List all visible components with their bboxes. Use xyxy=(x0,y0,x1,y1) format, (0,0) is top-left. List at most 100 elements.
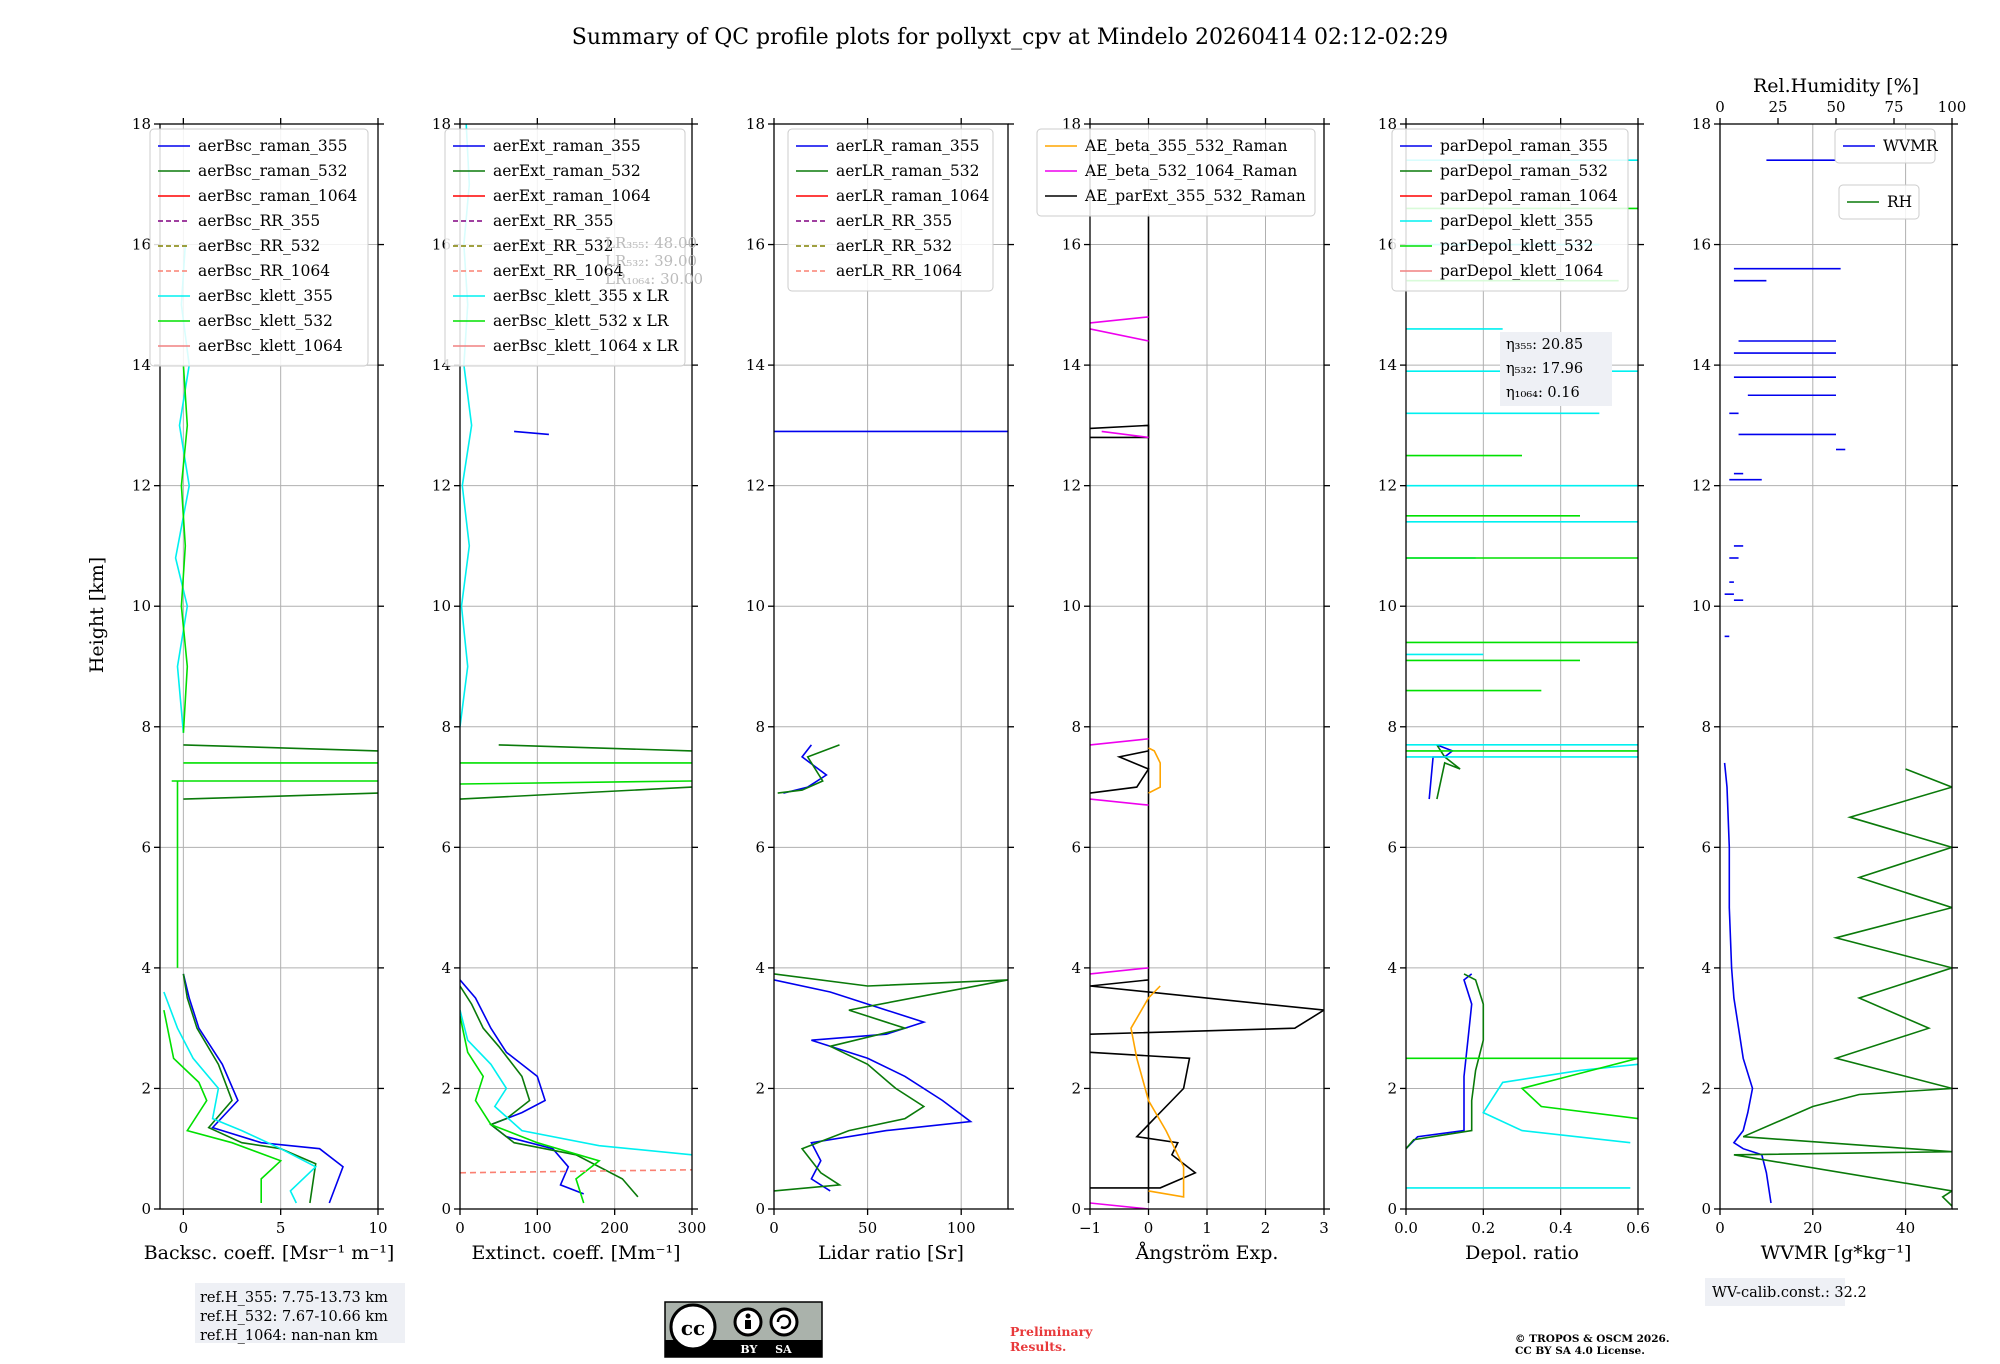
y-tick-label: 18 xyxy=(746,115,765,133)
y-tick-label: 10 xyxy=(1062,597,1081,615)
legend-label: aerExt_raman_355 xyxy=(493,137,641,155)
y-tick-label: 4 xyxy=(1071,959,1081,977)
x-tick-label: 40 xyxy=(1896,1219,1915,1237)
legend-label: parDepol_klett_532 xyxy=(1440,237,1593,255)
top-x-tick-label: 50 xyxy=(1826,98,1845,116)
legend-wv: WVMR RH xyxy=(1834,128,1939,220)
top-x-tick-label: 25 xyxy=(1768,98,1787,116)
y-tick-label: 16 xyxy=(132,236,151,254)
x-tick-label: −1 xyxy=(1079,1219,1101,1237)
legend-label: aerBsc_klett_1064 xyxy=(198,337,343,355)
y-tick-label: 18 xyxy=(1378,115,1397,133)
y-tick-label: 18 xyxy=(1692,115,1711,133)
x-tick-label: 0 xyxy=(1715,1219,1725,1237)
y-axis-label: Height [km] xyxy=(86,557,108,673)
y-tick-label: 4 xyxy=(1701,959,1711,977)
legend-ae: AE_beta_355_532_Raman AE_beta_532_1064_Ra… xyxy=(1036,128,1316,217)
series-AE_beta_532_1064_b xyxy=(1090,967,1149,975)
top-x-axis-label: Rel.Humidity [%] xyxy=(1753,75,1919,97)
series-group xyxy=(1723,159,1952,1207)
y-tick-label: 10 xyxy=(746,597,765,615)
y-tick-label: 14 xyxy=(1062,356,1081,374)
lr-label: LR₁₀₆₄: 30.00 xyxy=(605,270,703,288)
y-tick-label: 8 xyxy=(1071,718,1081,736)
legend-label: aerBsc_klett_355 xyxy=(198,287,333,305)
figure-title: Summary of QC profile plots for pollyxt_… xyxy=(572,25,1448,50)
legend-label: aerBsc_RR_532 xyxy=(198,237,320,255)
y-tick-label: 6 xyxy=(141,838,151,856)
series-aerBsc_raman_532_c xyxy=(183,744,378,752)
top-x-tick-label: 75 xyxy=(1884,98,1903,116)
legend-label: aerExt_raman_532 xyxy=(493,162,641,180)
series-AE_beta_532_1064_c xyxy=(1090,798,1149,806)
cc-icon xyxy=(669,1303,717,1351)
series-aerExt_raman_355_up xyxy=(514,430,549,436)
y-tick-label: 10 xyxy=(1378,597,1397,615)
y-tick-label: 8 xyxy=(141,718,151,736)
y-tick-label: 0 xyxy=(1387,1200,1397,1218)
legend-label: aerBsc_raman_532 xyxy=(198,162,348,180)
cc-license-logo: cc BY SA xyxy=(664,1301,823,1358)
legend-label: aerBsc_RR_1064 xyxy=(198,262,330,280)
axes-frame xyxy=(159,123,379,1210)
y-tick-label: 16 xyxy=(1062,236,1081,254)
series-group xyxy=(774,430,1008,1192)
x-tick-label: 100 xyxy=(523,1219,552,1237)
series-AE_beta_355_532_mid xyxy=(1148,747,1161,794)
series-aerExt_raman_532_b xyxy=(460,786,692,800)
legend-label: aerExt_RR_355 xyxy=(493,212,614,230)
series-aerExt_RR_1064 xyxy=(460,1169,692,1174)
legend-box xyxy=(1391,128,1629,292)
y-tick-label: 12 xyxy=(1692,477,1711,495)
legend-label: aerExt_RR_1064 xyxy=(493,262,624,280)
series-AE_beta_532_1064_d xyxy=(1090,738,1149,746)
x-tick-label: 0.4 xyxy=(1549,1219,1573,1237)
x-tick-label: 0 xyxy=(769,1219,779,1237)
series-parDepol_klett_532 xyxy=(1520,1057,1638,1120)
series-AE_beta_532_1064_e xyxy=(1101,430,1149,439)
legend-label: aerBsc_raman_1064 xyxy=(198,187,358,205)
eta-label: η₃₅₅: 20.85 xyxy=(1506,337,1583,353)
wv-calib-const: WV-calib.const.: 32.2 xyxy=(1712,1285,1867,1301)
y-tick-label: 6 xyxy=(1701,838,1711,856)
legend-label: parDepol_klett_1064 xyxy=(1440,262,1603,280)
series-parDepol_klett_355 xyxy=(1482,1063,1638,1144)
y-tick-label: 8 xyxy=(441,718,451,736)
y-tick-label: 10 xyxy=(1692,597,1711,615)
series-AE_parExt_13km xyxy=(1090,424,1150,439)
legend-box xyxy=(149,128,369,367)
legend-label: parDepol_klett_355 xyxy=(1440,212,1593,230)
series-AE_beta_532_1064_g xyxy=(1090,316,1149,324)
copyright-line2: CC BY SA 4.0 License. xyxy=(1515,1345,1645,1357)
y-tick-label: 6 xyxy=(1387,838,1397,856)
x-tick-label: 200 xyxy=(600,1219,629,1237)
lr-label: LR₃₅₅: 48.00 xyxy=(605,234,697,252)
series-parDepol_raman_532 xyxy=(1406,973,1485,1150)
y-tick-label: 14 xyxy=(1692,356,1711,374)
x-tick-label: 1 xyxy=(1202,1219,1212,1237)
series-aerLR_raman_532_mid xyxy=(777,744,840,794)
y-tick-label: 16 xyxy=(1692,236,1711,254)
legend-label: AE_beta_532_1064_Raman xyxy=(1084,162,1297,180)
series-AE_beta_532_1064_f xyxy=(1090,328,1149,342)
legend-box xyxy=(444,128,686,367)
x-tick-label: 50 xyxy=(858,1219,877,1237)
series-parDepol_raman_355 xyxy=(1406,973,1473,1150)
eta-label: η₅₃₂: 17.96 xyxy=(1506,361,1583,377)
copyright-line1: © TROPOS & OSCM 2026. xyxy=(1515,1333,1670,1345)
preliminary-line2: Results. xyxy=(1010,1339,1066,1354)
x-tick-label: 5 xyxy=(276,1219,286,1237)
series-AE_parExt_mid xyxy=(1090,979,1324,1035)
series-aerLR_raman_532 xyxy=(774,973,1008,1192)
y-tick-label: 4 xyxy=(1387,959,1397,977)
ref-height-box: ref.H_355: 7.75-13.73 km ref.H_532: 7.67… xyxy=(195,1283,405,1344)
series-aerExt_raman_532 xyxy=(460,985,639,1198)
x-axis-label: WVMR [g*kg⁻¹] xyxy=(1761,1242,1912,1264)
series-aerBsc_klett_355 x LR xyxy=(460,1009,692,1156)
x-tick-label: 3 xyxy=(1319,1219,1329,1237)
preliminary-line1: Preliminary xyxy=(1010,1324,1093,1339)
series-aerLR_raman_355_mid xyxy=(783,744,828,794)
